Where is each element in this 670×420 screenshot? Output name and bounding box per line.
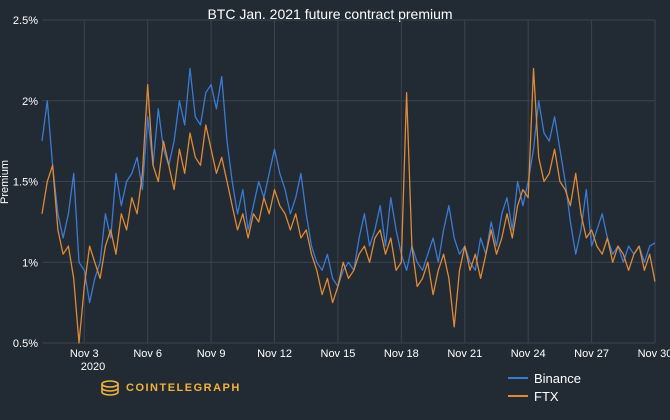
legend-label-binance: Binance — [534, 371, 581, 386]
x-axis-ticks: Nov 3 Nov 6 Nov 9 Nov 12 Nov 15 Nov 18 Nov 21 N… — [70, 348, 670, 360]
y-tick-label: 1.5% — [13, 177, 38, 189]
y-axis-ticks: 0.5% 1% 1.5% 2% 2.5% — [13, 15, 38, 350]
series-line-ftx — [41, 67, 656, 344]
x-tick-label: Nov 30 — [638, 348, 670, 360]
gridlines — [42, 19, 656, 344]
legend-label-ftx: FTX — [534, 389, 559, 404]
series-lines — [41, 67, 656, 344]
x-tick-label: Nov 24 — [511, 348, 546, 360]
x-tick-label: Nov 15 — [321, 348, 356, 360]
cointelegraph-coin-icon — [101, 380, 119, 396]
series-line-binance — [41, 67, 656, 304]
y-axis-label: Premium — [0, 160, 11, 204]
y-tick-label: 2.5% — [13, 15, 38, 27]
y-tick-label: 2% — [22, 96, 38, 108]
y-tick-label: 0.5% — [13, 338, 38, 350]
legend: Binance FTX — [508, 371, 581, 404]
cointelegraph-wordmark: COINTELEGRAPH — [126, 382, 241, 394]
x-tick-label: Nov 18 — [384, 348, 419, 360]
x-tick-label: Nov 6 — [133, 348, 162, 360]
x-tick-label: Nov 27 — [574, 348, 609, 360]
cointelegraph-logo: COINTELEGRAPH — [100, 378, 241, 398]
x-tick-label: Nov 12 — [257, 348, 292, 360]
x-tick-label: Nov 9 — [197, 348, 226, 360]
y-tick-label: 1% — [22, 257, 38, 269]
x-tick-label: Nov 21 — [447, 348, 482, 360]
x-tick-year: 2020 — [81, 361, 105, 373]
chart-title: BTC Jan. 2021 future contract premium — [207, 6, 452, 22]
x-tick-label: Nov 3 — [70, 348, 99, 360]
